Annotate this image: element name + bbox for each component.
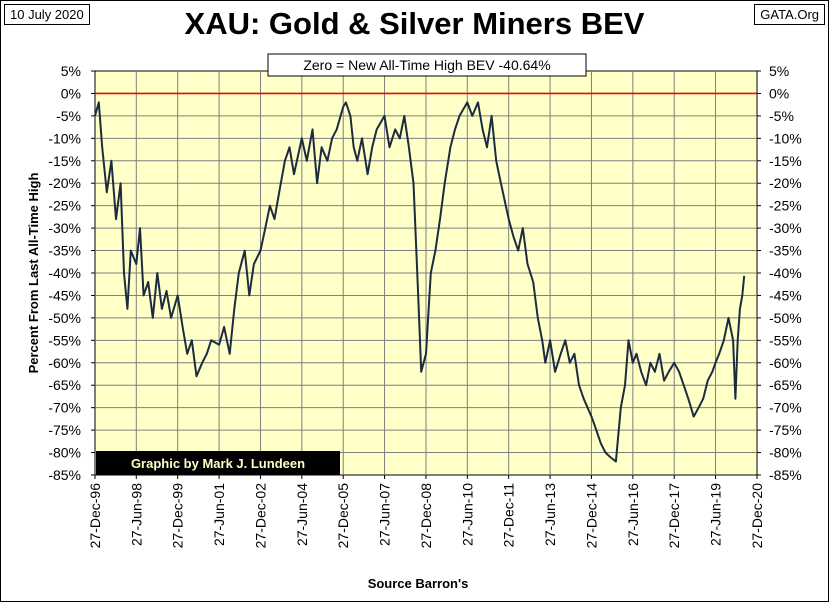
x-tick-label: 27-Jun-04 <box>294 483 310 546</box>
y-tick-label-left: -80% <box>48 445 81 461</box>
date-label: 10 July 2020 <box>4 4 90 25</box>
series-line <box>94 101 746 463</box>
x-tick-label: 27-Jun-10 <box>459 483 475 546</box>
y-tick-label-left: -65% <box>48 377 81 393</box>
x-tick-label: 27-Dec-08 <box>418 483 434 549</box>
y-tick-label-left: -45% <box>48 287 81 303</box>
y-tick-label-left: 5% <box>61 63 81 79</box>
y-tick-label-left: -20% <box>48 175 81 191</box>
y-tick-label-right: -85% <box>769 467 802 483</box>
y-tick-label-left: -55% <box>48 332 81 348</box>
zero-note: Zero = New All-Time High BEV -40.64% <box>303 57 550 73</box>
credit-box: Graphic by Mark J. Lundeen <box>96 451 340 475</box>
x-tick-label: 27-Dec-14 <box>583 483 599 549</box>
y-tick-label-right: -80% <box>769 445 802 461</box>
y-tick-label-right: -40% <box>769 265 802 281</box>
y-tick-label-right: -75% <box>769 422 802 438</box>
y-tick-label-left: -5% <box>56 108 81 124</box>
y-tick-label-left: -60% <box>48 355 81 371</box>
y-tick-label-left: -85% <box>48 467 81 483</box>
x-tick-label: 27-Jun-01 <box>211 483 227 546</box>
y-tick-label-right: -50% <box>769 310 802 326</box>
x-tick-label: 27-Jun-16 <box>625 483 641 546</box>
y-tick-label-left: -30% <box>48 220 81 236</box>
y-tick-label-right: -5% <box>769 108 794 124</box>
y-tick-label-left: -50% <box>48 310 81 326</box>
y-tick-label-left: -40% <box>48 265 81 281</box>
x-tick-label: 27-Dec-02 <box>252 483 268 549</box>
y-axis-label: Percent From Last All-Time High <box>26 173 41 374</box>
y-tick-label-left: -70% <box>48 400 81 416</box>
y-axis-left: 5% 0% -5% -10% -15% -20% -25% -30% -35% -40% -45% -… <box>48 63 95 483</box>
x-tick-label: 27-Dec-17 <box>666 483 682 549</box>
zero-note-box: Zero = New All-Time High BEV -40.64% <box>267 53 587 77</box>
x-tick-label: 27-Jun-98 <box>128 483 144 546</box>
y-tick-label-left: -35% <box>48 243 81 259</box>
x-tick-label: 27-Dec-20 <box>749 483 765 549</box>
x-tick-label: 27-Jun-19 <box>708 483 724 546</box>
x-tick-label: 27-Dec-96 <box>87 483 103 549</box>
x-tick-label: 27-Jun-07 <box>377 483 393 546</box>
y-tick-label-left: -15% <box>48 153 81 169</box>
credit-label: Graphic by Mark J. Lundeen <box>131 456 305 471</box>
y-tick-label-left: -10% <box>48 130 81 146</box>
x-tick-label: 27-Jun-13 <box>542 483 558 546</box>
x-axis: 27-Dec-96 27-Jun-98 27-Dec-99 27-Jun-01 27-D… <box>87 475 765 548</box>
x-axis-label: Source Barron's <box>368 576 469 591</box>
y-tick-label-right: -25% <box>769 198 802 214</box>
y-tick-label-right: -30% <box>769 220 802 236</box>
y-tick-label-right: -45% <box>769 287 802 303</box>
y-tick-label-right: -70% <box>769 400 802 416</box>
x-tick-label: 27-Dec-05 <box>335 483 351 549</box>
y-tick-label-left: -75% <box>48 422 81 438</box>
source-site-label: GATA.Org <box>754 4 825 25</box>
chart-title: XAU: Gold & Silver Miners BEV <box>184 6 645 41</box>
y-tick-label-right: -55% <box>769 332 802 348</box>
y-tick-label-right: -60% <box>769 355 802 371</box>
x-tick-label: 27-Dec-99 <box>170 483 186 549</box>
y-tick-label-left: 0% <box>61 85 81 101</box>
y-tick-label-right: 5% <box>769 63 789 79</box>
y-tick-label-right: -15% <box>769 153 802 169</box>
y-tick-label-right: -65% <box>769 377 802 393</box>
y-tick-label-right: -10% <box>769 130 802 146</box>
y-tick-label-right: 0% <box>769 85 789 101</box>
y-tick-label-right: -20% <box>769 175 802 191</box>
y-tick-label-right: -35% <box>769 243 802 259</box>
y-axis-right: 5% 0% -5% -10% -15% -20% -25% -30% -35% -40% -45% -… <box>757 63 802 483</box>
x-tick-label: 27-Dec-11 <box>501 483 517 548</box>
y-tick-label-left: -25% <box>48 198 81 214</box>
